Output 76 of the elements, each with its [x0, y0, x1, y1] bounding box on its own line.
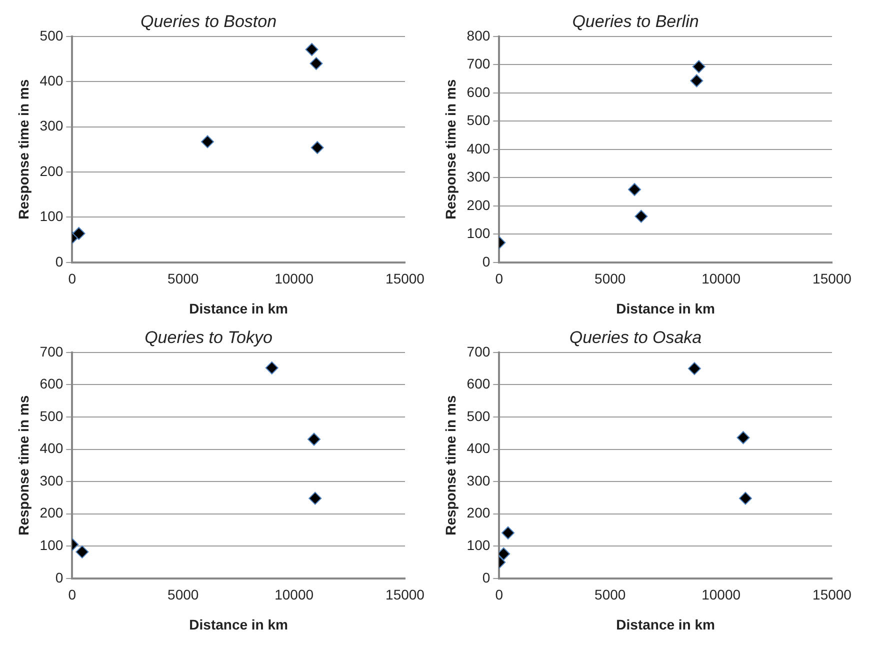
y-tick-label: 200: [40, 162, 64, 179]
x-tick-label: 5000: [594, 270, 626, 287]
y-tick-label: 700: [466, 343, 490, 360]
point: [308, 432, 321, 446]
y-tick-label: 400: [466, 140, 490, 156]
y-tick-label: 300: [40, 118, 64, 134]
point: [72, 226, 86, 240]
y-tick-label: 600: [40, 376, 64, 392]
x-tick-label: 0: [68, 586, 76, 603]
y-axis-title: Response time in ms: [15, 395, 32, 536]
y-tick-label: 500: [466, 112, 490, 128]
y-tick-label: 400: [40, 72, 64, 88]
x-tick-label: 10000: [274, 586, 314, 603]
point: [265, 361, 278, 374]
y-axis-title: Response time in ms: [442, 395, 458, 536]
y-tick-label: 500: [40, 27, 64, 44]
y-tick-label: 200: [40, 504, 64, 521]
y-tick-label: 700: [40, 343, 64, 360]
y-axis-title: Response time in ms: [15, 79, 32, 220]
point: [502, 526, 515, 540]
x-axis-title: Distance in km: [189, 616, 288, 632]
chart-title: Queries to Berlin: [572, 12, 699, 31]
x-tick-label: 0: [495, 586, 504, 603]
point: [628, 183, 642, 196]
y-tick-label: 300: [40, 472, 64, 488]
x-tick-label: 10000: [702, 586, 741, 603]
chart-title: Queries to Osaka: [569, 328, 702, 347]
x-axis-title: Distance in km: [189, 300, 288, 316]
x-tick-label: 5000: [168, 270, 199, 287]
x-tick-label: 15000: [812, 586, 852, 603]
point: [690, 74, 704, 88]
point: [310, 141, 324, 154]
x-tick-label: 15000: [386, 586, 425, 603]
y-tick-label: 500: [466, 408, 490, 424]
point: [634, 210, 648, 223]
point: [305, 43, 318, 56]
y-tick-label: 600: [466, 376, 490, 392]
y-tick-label: 700: [466, 56, 490, 72]
point: [692, 60, 706, 74]
y-tick-label: 0: [482, 253, 490, 270]
x-tick-label: 0: [495, 270, 504, 287]
y-tick-label: 100: [40, 208, 64, 224]
point: [310, 57, 323, 70]
y-tick-label: 200: [466, 196, 490, 213]
y-axis-title: Response time in ms: [442, 79, 458, 220]
y-tick-label: 100: [466, 225, 490, 242]
point: [688, 362, 701, 376]
y-tick-label: 0: [55, 569, 64, 586]
chart-title: Queries to Tokyo: [144, 328, 272, 347]
x-tick-label: 0: [68, 270, 76, 287]
x-tick-label: 15000: [812, 270, 852, 287]
y-tick-label: 0: [55, 253, 64, 270]
point: [738, 492, 752, 505]
y-tick-label: 400: [40, 440, 64, 456]
point: [308, 492, 322, 505]
x-tick-label: 10000: [274, 270, 314, 287]
x-tick-label: 10000: [702, 270, 741, 287]
chart-title: Queries to Boston: [140, 12, 277, 31]
x-axis-title: Distance in km: [616, 300, 715, 316]
y-tick-label: 800: [466, 27, 490, 44]
point: [76, 545, 89, 558]
x-tick-label: 5000: [168, 586, 199, 603]
y-tick-label: 100: [466, 536, 490, 553]
y-tick-label: 200: [466, 504, 490, 521]
y-tick-label: 100: [40, 536, 64, 553]
x-tick-label: 5000: [594, 586, 626, 603]
y-tick-label: 400: [466, 440, 490, 456]
point: [201, 135, 214, 148]
y-tick-label: 0: [482, 569, 490, 586]
point: [736, 431, 750, 444]
x-axis-title: Distance in km: [616, 616, 715, 632]
y-tick-label: 300: [466, 168, 490, 185]
y-tick-label: 300: [466, 472, 490, 488]
y-tick-label: 500: [40, 408, 64, 424]
x-tick-label: 15000: [386, 270, 425, 287]
y-tick-label: 600: [466, 84, 490, 100]
